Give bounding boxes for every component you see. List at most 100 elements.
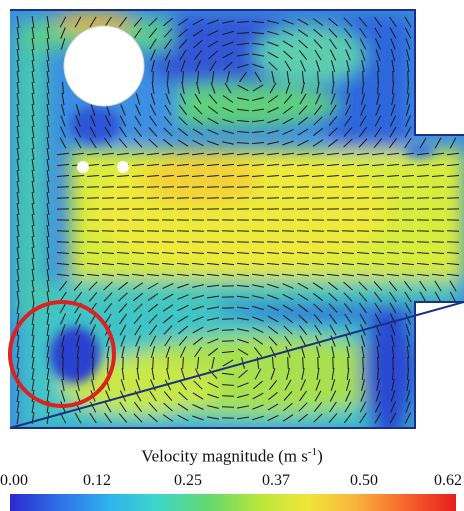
velocity-vector: [434, 137, 442, 149]
velocity-vector: [344, 104, 352, 116]
velocity-vector: [375, 38, 381, 50]
velocity-vector: [192, 117, 204, 125]
velocity-vector: [326, 186, 340, 188]
velocity-vector: [148, 138, 158, 148]
velocity-vector: [31, 313, 35, 325]
velocity-vector: [16, 291, 20, 303]
velocity-vector: [326, 175, 340, 177]
velocity-vector: [401, 175, 415, 177]
velocity-vector: [360, 49, 366, 61]
velocity-vector: [282, 106, 294, 114]
velocity-vector: [116, 186, 130, 188]
velocity-vector: [404, 27, 412, 39]
velocity-vector: [150, 93, 156, 105]
velocity-vector: [371, 241, 385, 243]
velocity-vector: [161, 163, 175, 167]
velocity-vector: [313, 401, 323, 413]
velocity-vector: [104, 115, 112, 127]
velocity-vector: [282, 314, 294, 324]
velocity-vector: [281, 186, 295, 188]
velocity-vector: [221, 241, 235, 243]
velocity-vector: [223, 61, 233, 71]
velocity-vector: [328, 116, 338, 126]
velocity-vector: [345, 49, 351, 61]
velocity-vector: [406, 334, 410, 348]
velocity-vector: [149, 390, 157, 402]
velocity-vector: [118, 303, 128, 313]
velocity-vector: [251, 31, 265, 35]
velocity-vector: [236, 32, 250, 34]
velocity-vector: [236, 186, 250, 188]
velocity-vector: [356, 241, 370, 243]
velocity-vector: [46, 335, 50, 347]
velocity-vector: [266, 152, 280, 156]
velocity-vector: [61, 335, 65, 347]
velocity-vector: [120, 379, 126, 391]
velocity-vector: [62, 367, 64, 381]
velocity-vector: [90, 115, 96, 127]
velocity-vector: [150, 346, 156, 358]
velocity-vector: [282, 283, 294, 289]
velocity-vector: [344, 313, 352, 325]
velocity-vector: [431, 241, 445, 243]
velocity-vector: [206, 273, 220, 277]
velocity-vector: [343, 412, 353, 424]
velocity-vector: [222, 130, 234, 134]
velocity-vector: [179, 93, 187, 105]
velocity-vector: [252, 84, 264, 92]
velocity-vector: [330, 335, 336, 347]
velocity-vector: [31, 346, 35, 358]
velocity-vector: [16, 214, 20, 226]
velocity-vector: [16, 203, 20, 215]
velocity-vector: [359, 401, 367, 413]
velocity-vector: [192, 139, 204, 147]
velocity-vector: [164, 335, 172, 347]
velocity-vector: [299, 335, 307, 347]
velocity-vector: [74, 313, 82, 325]
velocity-vector: [371, 152, 385, 156]
velocity-vector: [446, 152, 460, 156]
velocity-vector: [313, 116, 323, 126]
velocity-vector: [390, 49, 396, 61]
velocity-vector: [361, 367, 365, 381]
velocity-vector: [343, 302, 353, 314]
velocity-vector: [406, 60, 410, 72]
velocity-vector: [147, 293, 159, 301]
velocity-vector: [389, 302, 397, 314]
velocity-vector: [176, 241, 190, 243]
velocity-vector: [267, 294, 279, 300]
velocity-vector: [236, 97, 250, 101]
velocity-vector: [296, 186, 310, 188]
velocity-vector: [237, 338, 249, 344]
velocity-vector: [301, 82, 305, 94]
velocity-vector: [191, 152, 205, 156]
velocity-vector: [46, 390, 50, 402]
velocity-vector: [328, 28, 338, 38]
velocity-vector: [164, 104, 172, 116]
velocity-vector: [196, 356, 200, 370]
velocity-vector: [221, 20, 235, 24]
velocity-vector: [236, 131, 250, 133]
velocity-vector: [267, 414, 279, 422]
velocity-vector: [297, 116, 309, 126]
velocity-vector: [192, 29, 204, 37]
velocity-vector: [121, 368, 125, 380]
velocity-vector: [46, 346, 50, 358]
velocity-vector: [31, 324, 35, 336]
velocity-vector: [401, 252, 415, 254]
velocity-vector: [297, 303, 309, 313]
velocity-vector: [16, 38, 20, 50]
velocity-vector: [331, 82, 335, 94]
velocity-vector: [434, 280, 442, 292]
velocity-vector: [46, 324, 50, 336]
velocity-vector: [46, 137, 50, 149]
velocity-vector: [313, 104, 323, 116]
velocity-vector: [222, 51, 234, 59]
velocity-vector: [446, 252, 460, 254]
velocity-vector: [328, 303, 338, 313]
velocity-vector: [236, 175, 250, 177]
velocity-vector: [317, 70, 319, 84]
velocity-vector: [164, 49, 172, 61]
velocity-vector: [176, 186, 190, 188]
